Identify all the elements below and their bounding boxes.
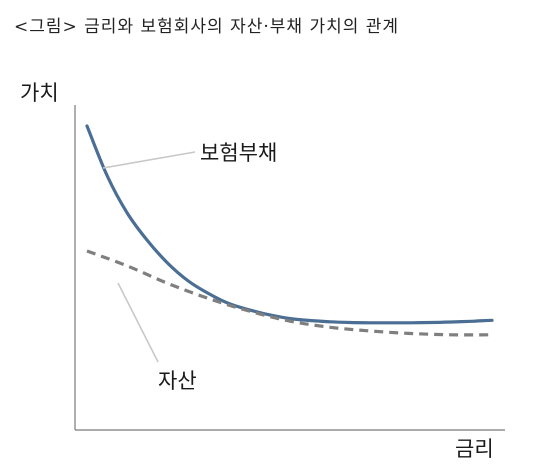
series-line-liability [85,124,494,325]
series-label-asset: 자산 [158,369,197,393]
x-axis-label: 금리 [455,437,494,461]
y-axis-label: 가치 [20,81,59,105]
series-label-liability: 보험부채 [200,141,277,165]
series-line-asset [86,249,493,337]
leader-line-asset [117,282,159,363]
figure-caption: <그림> 금리와 보험회사의 자산·부채 가치의 관계 [14,17,400,37]
leader-line-liability [102,151,196,169]
